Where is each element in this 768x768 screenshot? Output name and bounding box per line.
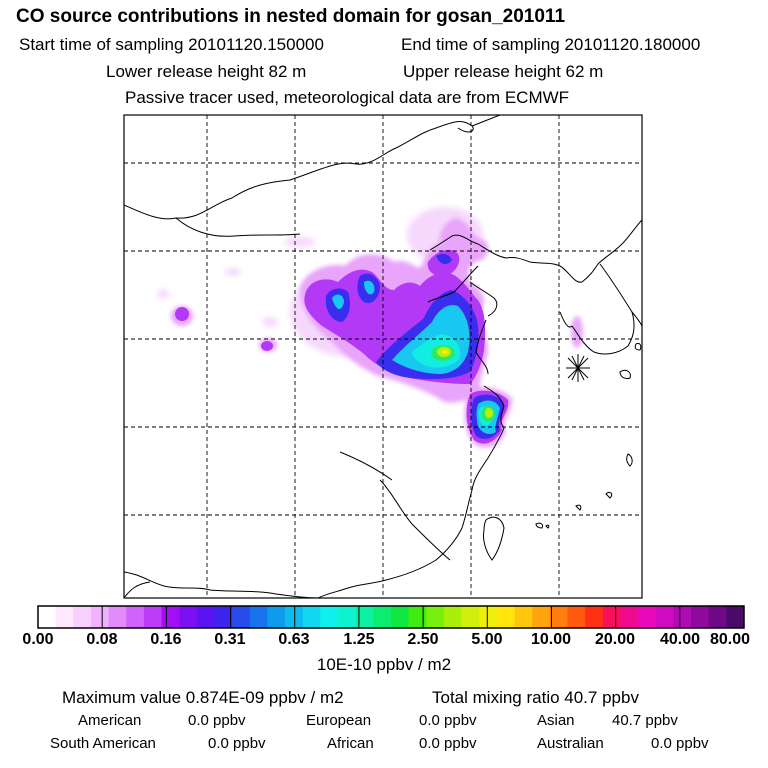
colorbar-label: 20.00 [594,631,636,648]
colorbar-swatch [38,606,57,628]
colorbar-label: 0.16 [150,631,182,648]
colorbar-swatch [549,606,568,628]
european-label: European [306,712,372,729]
colorbar-unit-label: 10E-10 ppbv / m2 [316,655,452,674]
coastlines [124,115,642,598]
colorbar-label: 0.63 [278,631,310,648]
colorbar-swatch [338,606,357,628]
colorbar-swatch [655,606,674,628]
african-value: 0.0 ppbv [419,735,477,752]
australian-label: Australian [537,735,604,752]
colorbar-swatch [232,606,251,628]
american-label: American [78,712,142,729]
map-frame [123,114,643,599]
colorbar-swatch [479,606,498,628]
colorbar-swatch [532,606,551,628]
colorbar-label: 0.31 [214,631,246,648]
colorbar-swatch [443,606,462,628]
colorbar-swatch [408,606,427,628]
colorbar-swatch [620,606,639,628]
colorbar-swatch [673,606,692,628]
american-value: 0.0 ppbv [188,712,246,729]
colorbar-label: 0.08 [86,631,118,648]
colorbar-swatch [249,606,268,628]
colorbar-swatch [691,606,710,628]
colorbar-swatch [708,606,727,628]
australian-value: 0.0 ppbv [651,735,709,752]
colorbar-swatch [391,606,410,628]
colorbar-swatch [638,606,657,628]
receptor-marker-icon [566,354,590,382]
colorbar-swatch [196,606,215,628]
start-time-label: Start time of sampling 20101120.150000 [19,35,324,54]
colorbar-label: 0.00 [22,631,54,648]
colorbar-swatch [285,606,304,628]
colorbar-swatch [55,606,74,628]
colorbar-label: 5.00 [471,631,503,648]
tracer-info-label: Passive tracer used, meteorological data… [125,88,570,107]
colorbar-swatch [267,606,286,628]
colorbar-swatch [585,606,604,628]
colorbar-swatch [143,606,162,628]
colorbar-swatch [567,606,586,628]
colorbar-swatch [426,606,445,628]
colorbar-swatch [320,606,339,628]
colorbar [38,606,745,628]
colorbar-swatch [496,606,515,628]
colorbar-swatch [602,606,621,628]
colorbar-swatch [214,606,233,628]
colorbar-swatch [90,606,109,628]
asian-label: Asian [537,712,575,729]
european-value: 0.0 ppbv [419,712,477,729]
chart-title: CO source contributions in nested domain… [16,6,566,27]
end-time-label: End time of sampling 20101120.180000 [401,35,701,54]
colorbar-swatch [108,606,127,628]
colorbar-frame [37,605,745,629]
map-gridlines [124,115,642,598]
colorbar-swatch [726,606,745,628]
asian-value: 40.7 ppbv [612,712,678,729]
south-american-value: 0.0 ppbv [208,735,266,752]
colorbar-swatch [355,606,374,628]
colorbar-swatch [179,606,198,628]
colorbar-swatch [302,606,321,628]
colorbar-swatch [73,606,92,628]
african-label: African [327,735,374,752]
total-mixing-ratio-label: Total mixing ratio 40.7 ppbv [432,688,639,707]
south-american-label: South American [50,735,156,752]
colorbar-swatch [373,606,392,628]
colorbar-swatch [126,606,145,628]
colorbar-label: 1.25 [343,631,375,648]
concentration-plume [157,207,583,448]
upper-release-height-label: Upper release height 62 m [403,62,604,81]
colorbar-swatch [161,606,180,628]
colorbar-swatch [461,606,480,628]
maximum-value-label: Maximum value 0.874E-09 ppbv / m2 [62,688,344,707]
colorbar-label: 40.00 [659,631,701,648]
colorbar-ticks [101,606,681,628]
colorbar-label: 2.50 [407,631,439,648]
colorbar-swatch [514,606,533,628]
colorbar-label: 10.00 [530,631,572,648]
lower-release-height-label: Lower release height 82 m [106,62,307,81]
colorbar-label: 80.00 [709,631,751,648]
